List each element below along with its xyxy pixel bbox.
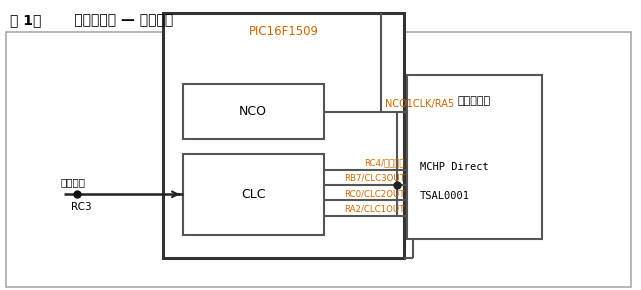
Bar <box>407 75 542 239</box>
Bar <box>6 32 631 287</box>
Bar <box>183 84 324 139</box>
Text: 异步输入: 异步输入 <box>61 177 86 187</box>
Text: RA2/CLC1OUT: RA2/CLC1OUT <box>345 204 405 213</box>
Text: RC3: RC3 <box>71 202 91 211</box>
Bar <box>163 13 404 258</box>
Text: RC0/CLC2OUT: RC0/CLC2OUT <box>344 189 405 198</box>
Text: 无毛刺框图 — 基准设置: 无毛刺框图 — 基准设置 <box>45 13 173 27</box>
Text: 逻辑分析器: 逻辑分析器 <box>458 96 491 106</box>
Text: RB7/CLC3OUT: RB7/CLC3OUT <box>344 174 405 183</box>
Text: PIC16F1509: PIC16F1509 <box>249 25 319 38</box>
Text: NCO: NCO <box>239 105 267 118</box>
Text: 图 1：: 图 1： <box>10 13 41 27</box>
Text: TSAL0001: TSAL0001 <box>420 191 470 201</box>
Bar <box>183 154 324 235</box>
Text: MCHP Direct: MCHP Direct <box>420 162 488 172</box>
Text: NCO1CLK/RA5: NCO1CLK/RA5 <box>385 99 454 109</box>
Text: RC4/系统时钟: RC4/系统时钟 <box>365 158 405 167</box>
Text: CLC: CLC <box>241 188 265 201</box>
